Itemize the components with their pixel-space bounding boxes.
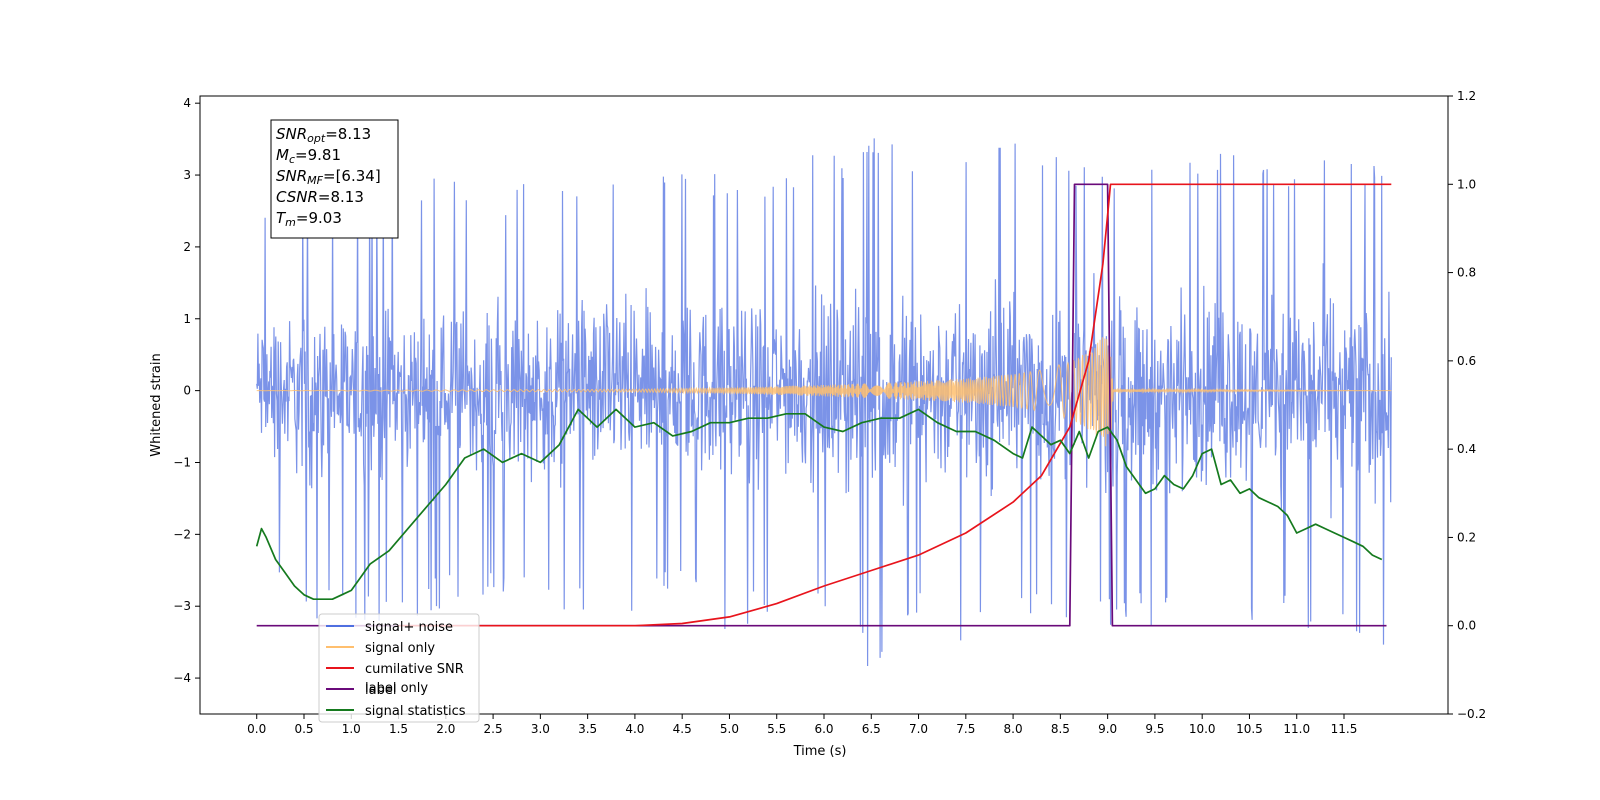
x-tick-label: 6.5: [862, 722, 881, 736]
y-tick-label: −4: [173, 671, 191, 685]
x-tick-label: 5.5: [767, 722, 786, 736]
x-tick-label: 0.0: [247, 722, 266, 736]
y-tick-label: −2: [173, 527, 191, 541]
x-tick-label: 5.0: [720, 722, 739, 736]
legend-hidden-label: label only: [365, 681, 428, 696]
y-tick-label: 2: [183, 240, 191, 254]
info-box-line: Tm=9.03: [276, 209, 342, 229]
x-tick-label: 7.5: [956, 722, 975, 736]
y2-tick-label: 0.2: [1457, 530, 1476, 544]
y-tick-label: 0: [183, 384, 191, 398]
y2-tick-label: −0.2: [1457, 707, 1486, 721]
x-tick-label: 10.0: [1189, 722, 1216, 736]
y-axis-right: 1.2 1.0 0.8 0.6 0.4 0.2 0.0 −0.2: [1448, 89, 1486, 721]
series-signal-statistics: [255, 408, 1383, 601]
info-box-line: SNRopt=8.13: [276, 125, 371, 145]
x-tick-label: 3.0: [531, 722, 550, 736]
x-tick-label: 0.5: [294, 722, 313, 736]
legend-frame: [318, 613, 480, 723]
x-tick-label: 10.5: [1236, 722, 1263, 736]
series-layer: [255, 138, 1392, 667]
info-box-line: SNRMF=[6.34]: [276, 167, 381, 187]
x-tick-label: 4.0: [625, 722, 644, 736]
series-signal-noise: [256, 138, 1392, 667]
legend: label only signal+ noise signal only cumil…: [318, 613, 480, 723]
y2-tick-label: 0.4: [1457, 442, 1476, 456]
x-axis: 0.0 0.5 1.0 1.5 2.0 2.5 3.0 3.5 4.0 4.5 5.0 5.5 6.0 6…: [247, 714, 1357, 736]
info-box-line: CSNR=8.13: [276, 188, 364, 206]
x-tick-label: 8.0: [1004, 722, 1023, 736]
x-tick-label: 2.5: [484, 722, 503, 736]
x-axis-label: Time (s): [793, 744, 847, 759]
x-tick-label: 11.5: [1331, 722, 1358, 736]
x-tick-label: 6.0: [814, 722, 833, 736]
y2-tick-label: 1.2: [1457, 89, 1476, 103]
y-tick-label: −1: [173, 455, 191, 469]
y-tick-label: 1: [183, 312, 191, 326]
x-tick-label: 4.5: [673, 722, 692, 736]
legend-label: label: [365, 683, 396, 698]
x-tick-label: 11.0: [1283, 722, 1310, 736]
x-tick-label: 7.0: [909, 722, 928, 736]
y-axis-label: Whitened strain: [149, 353, 164, 456]
series-signal-only: [256, 337, 1392, 447]
series-cumulative-snr: [398, 183, 1392, 627]
series-label: [256, 183, 1387, 627]
x-tick-label: 1.5: [389, 722, 408, 736]
x-tick-label: 2.0: [436, 722, 455, 736]
legend-label: cumilative SNR: [365, 662, 464, 677]
x-tick-label: 1.0: [342, 722, 361, 736]
legend-label: signal only: [365, 641, 435, 656]
y-axis-left: 4 3 2 1 0 −1 −2 −3 −4: [173, 96, 200, 685]
y2-tick-label: 0.0: [1457, 619, 1476, 633]
x-tick-label: 9.5: [1145, 722, 1164, 736]
y2-tick-label: 1.0: [1457, 177, 1476, 191]
info-box-frame: [270, 119, 399, 239]
y2-tick-label: 0.8: [1457, 266, 1476, 280]
info-box-line: Mc=9.81: [276, 146, 341, 166]
legend-label: signal+ noise: [365, 620, 453, 635]
y-tick-label: −3: [173, 599, 191, 613]
x-tick-label: 8.5: [1051, 722, 1070, 736]
x-tick-label: 3.5: [578, 722, 597, 736]
y-tick-label: 4: [183, 96, 191, 110]
y-tick-label: 3: [183, 168, 191, 182]
y2-tick-label: 0.6: [1457, 354, 1476, 368]
legend-label: signal statistics: [365, 704, 466, 719]
x-tick-label: 9.0: [1098, 722, 1117, 736]
